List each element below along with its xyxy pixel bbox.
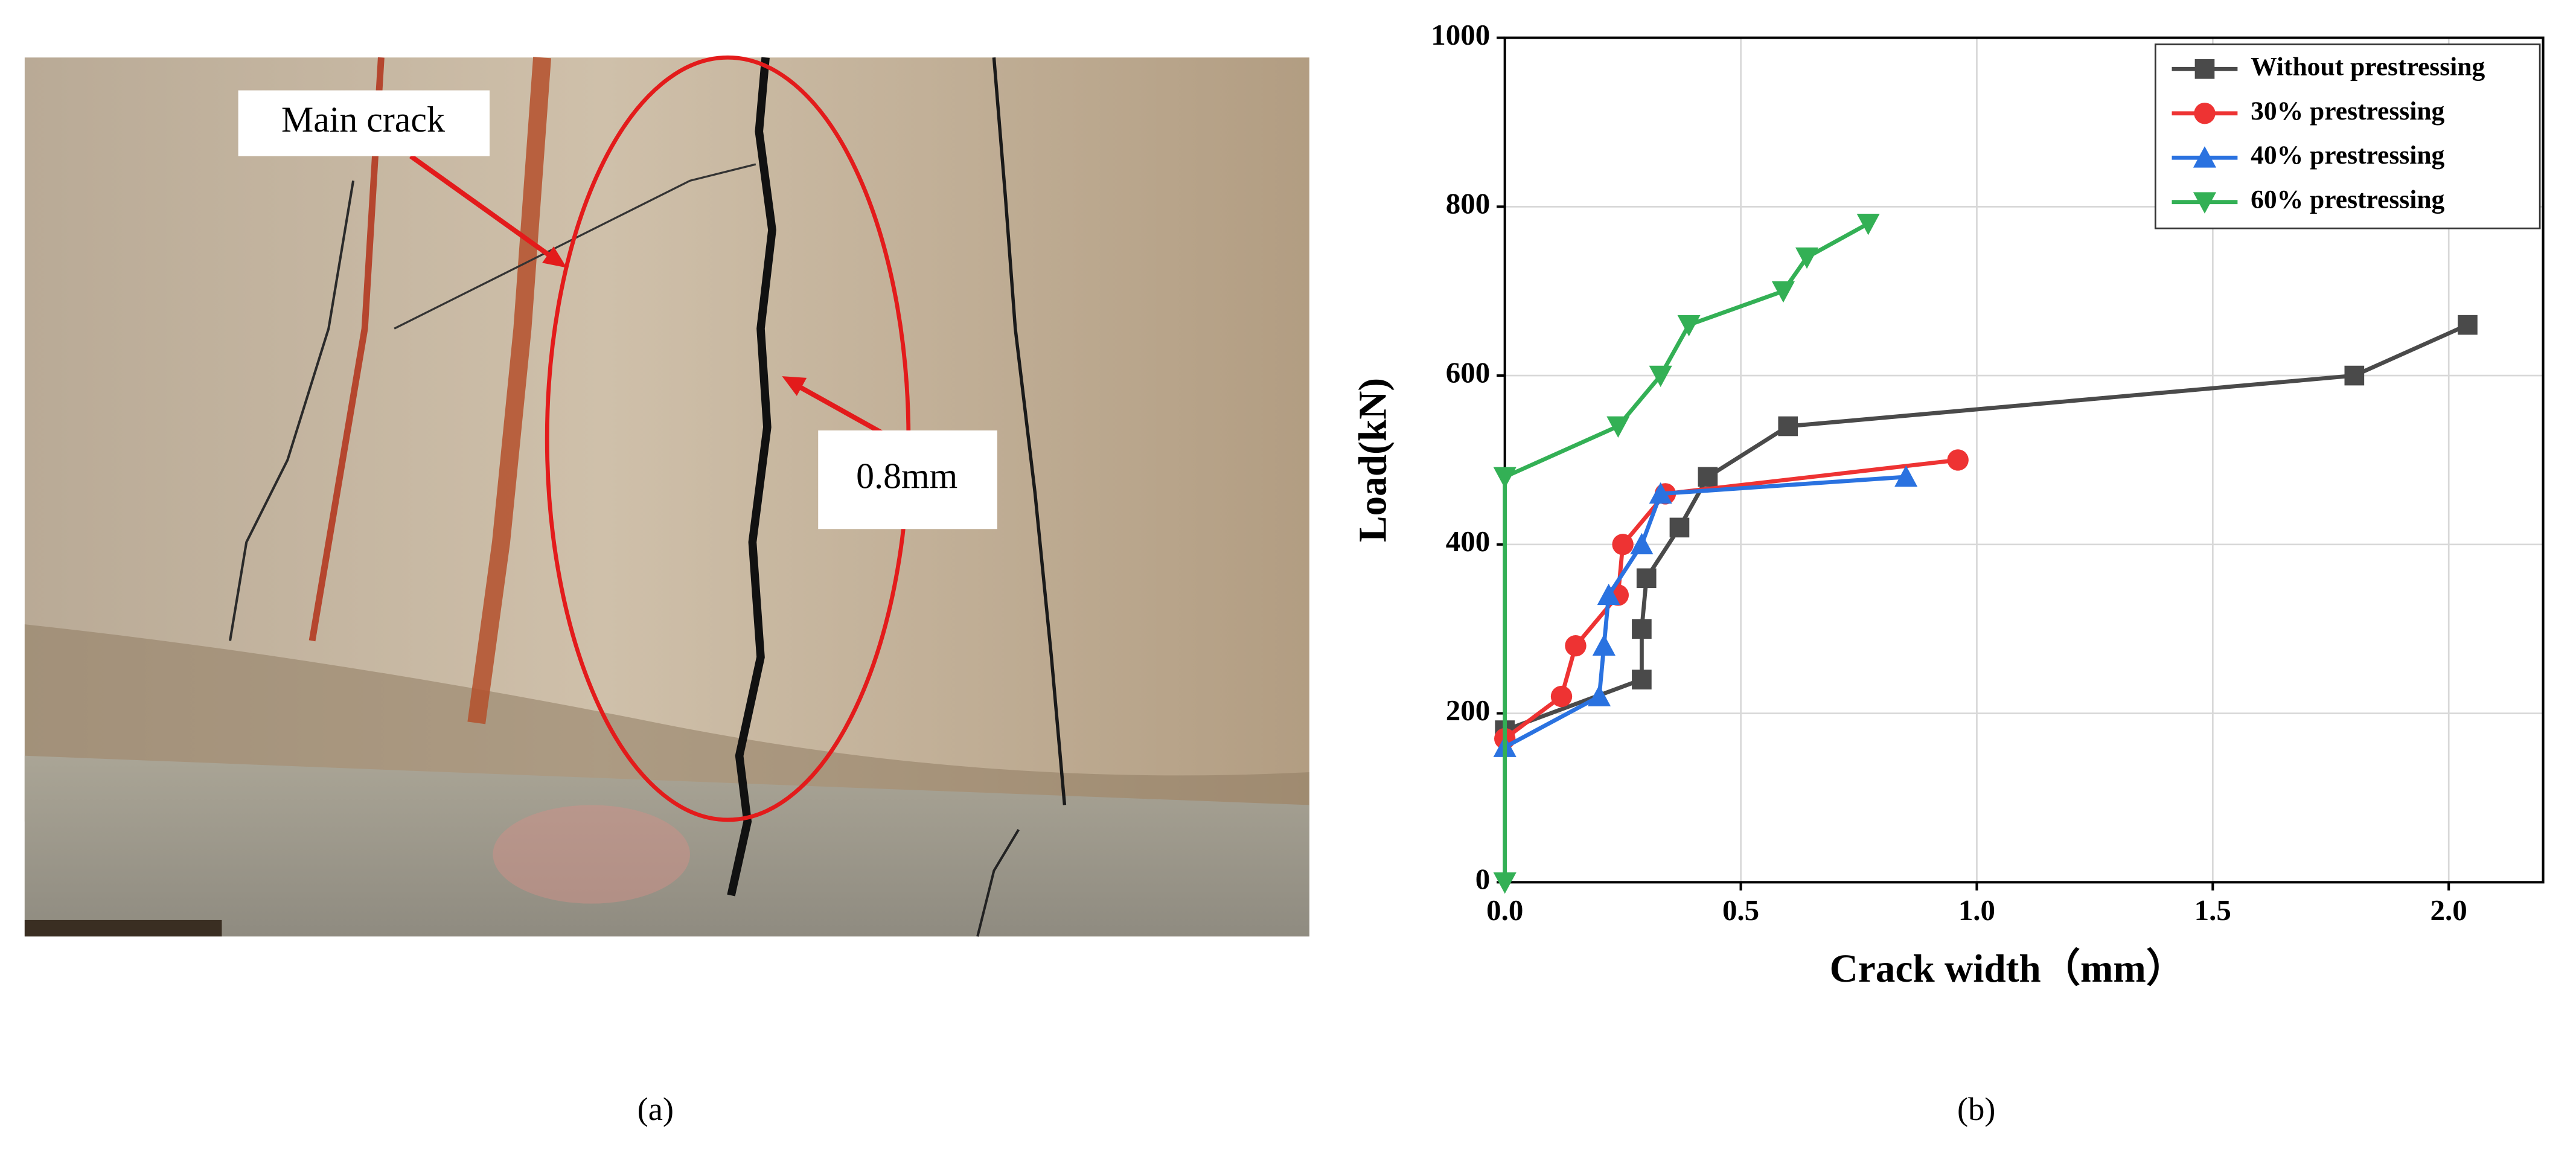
y-axis-label: Load(kN) <box>1351 378 1395 542</box>
legend-box <box>2154 43 2541 229</box>
y-tick-label: 1000 <box>1431 18 1490 51</box>
x-tick-label: 0.5 <box>1722 894 1759 927</box>
marker <box>1632 619 1652 639</box>
legend-label: 40% prestressing <box>2251 141 2444 170</box>
legend-label: 30% prestressing <box>2251 97 2444 126</box>
marker <box>1588 685 1611 706</box>
photo-label: 0.8mm <box>856 456 957 496</box>
legend: Without prestressing 30% prestressing 40% … <box>2154 43 2541 229</box>
marker <box>1677 315 1701 337</box>
marker <box>1795 247 1819 269</box>
legend-label: Without prestressing <box>2251 52 2485 81</box>
x-tick-label: 1.0 <box>1958 894 1995 927</box>
marker <box>1632 670 1652 689</box>
marker <box>1649 482 1672 504</box>
marker <box>1592 634 1616 656</box>
photo-red-stripe <box>467 57 551 724</box>
caption: (a) <box>638 1091 674 1127</box>
chart: 0 200 400 600 800 1000 0.0 0.5 1.0 1.5 2.0 Crack wi… <box>1351 18 2545 991</box>
marker <box>1856 213 1880 235</box>
legend-marker <box>2193 146 2217 168</box>
photo-stain <box>493 805 690 904</box>
marker <box>1565 635 1587 657</box>
marker <box>1947 449 1969 471</box>
series-line <box>1503 222 1870 883</box>
marker <box>1636 568 1657 589</box>
photo-crack <box>976 829 1020 937</box>
x-tick-label: 2.0 <box>2431 894 2467 927</box>
caption: (b) <box>1957 1091 1995 1127</box>
photo-arrowhead <box>782 376 807 396</box>
marker <box>1630 532 1654 555</box>
marker <box>1606 416 1630 438</box>
x-axis-label: Crack width（mm） <box>1830 947 2185 991</box>
marker <box>1612 534 1634 555</box>
marker <box>1894 465 1918 487</box>
photo-crack <box>394 163 756 330</box>
photo-arrow <box>409 154 557 262</box>
photo-label-box <box>818 430 997 529</box>
y-tick-label: 0 <box>1475 863 1490 896</box>
legend-marker <box>2194 103 2216 124</box>
photo: Main crack 0.8mm <box>24 55 1309 937</box>
photo-main-crack <box>727 57 776 897</box>
marker <box>1649 365 1672 388</box>
photo-shadow <box>24 919 222 937</box>
marker <box>1778 416 1798 436</box>
marker <box>2344 365 2365 386</box>
plot-frame <box>1503 36 2545 884</box>
legend-marker <box>2193 192 2217 214</box>
legend-label: 60% prestressing <box>2251 185 2444 214</box>
photo-label-box <box>238 90 490 156</box>
marker <box>1493 467 1517 488</box>
y-tick-label: 800 <box>1446 187 1490 220</box>
y-tick-label: 600 <box>1446 356 1490 389</box>
marker <box>1597 583 1620 606</box>
y-tick-label: 200 <box>1446 694 1490 727</box>
marker <box>1493 872 1517 894</box>
marker <box>1550 685 1573 708</box>
marker <box>1771 281 1795 303</box>
photo-arrowhead <box>542 246 567 268</box>
photo-label: Main crack <box>281 100 445 139</box>
legend-marker <box>2194 59 2215 79</box>
photo-crack <box>992 57 1067 805</box>
marker <box>1698 467 1718 487</box>
x-tick-label: 0.0 <box>1486 894 1523 927</box>
marker <box>1669 517 1690 538</box>
y-tick-label: 400 <box>1446 525 1490 558</box>
photo-crack <box>229 181 355 641</box>
x-tick-label: 1.5 <box>2194 894 2231 927</box>
marker <box>2458 315 2478 335</box>
